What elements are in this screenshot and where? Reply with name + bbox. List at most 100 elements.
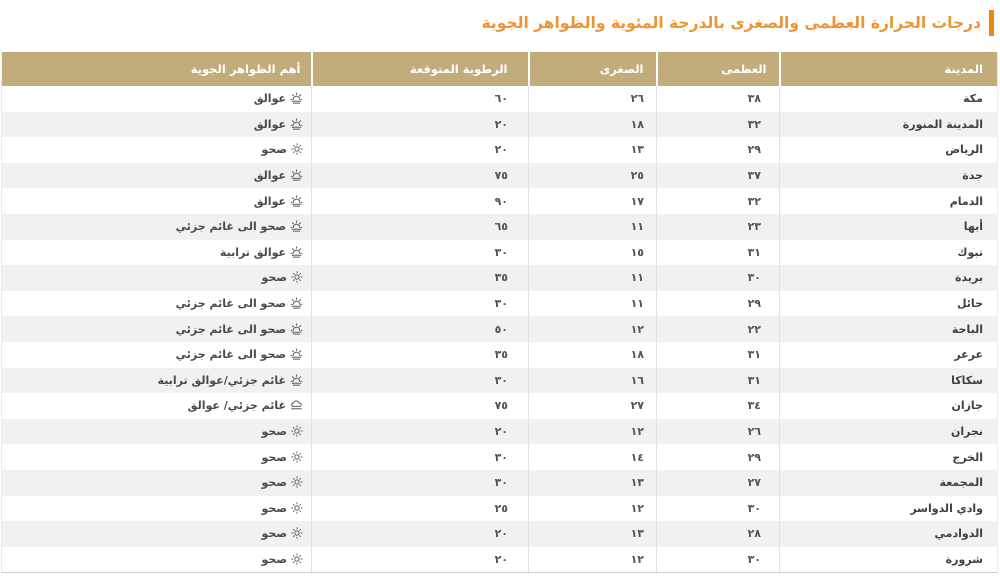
min-temp-cell: ١٢: [528, 495, 657, 522]
city-cell: حائل: [779, 290, 998, 317]
min-temp-cell: ٢٥: [528, 162, 657, 189]
table-row: الرياض ٢٩ ١٣ ٢٠ صحو: [2, 137, 998, 163]
phenomena-label: صحو: [261, 271, 287, 285]
min-temp-cell: ٢٧: [528, 393, 657, 419]
max-temp-cell: ٢٩: [656, 137, 780, 163]
min-temp-cell: ١٦: [528, 367, 657, 394]
phenomena-label: صحو: [261, 425, 287, 439]
phenomena-label: عوالق: [253, 117, 286, 131]
column-header-min: الصغرى: [527, 52, 657, 86]
max-temp-cell: ٣٢: [656, 188, 780, 214]
haze-dust-icon: [290, 297, 303, 309]
max-temp-cell: ٣١: [656, 341, 780, 368]
phenomena-label: صحو الى غائم جزئي: [175, 297, 286, 311]
min-temp-cell: ١٨: [528, 341, 657, 368]
max-temp-cell: ٢٧: [656, 469, 780, 496]
table-row: الدوادمي ٢٨ ١٣ ٢٠ صحو: [1, 521, 998, 547]
city-cell: سكاكا: [779, 367, 998, 394]
haze-dust-icon: [290, 118, 303, 130]
phenomena-cell: غائم جزئي/ عوالق: [2, 393, 312, 419]
phenomena-label: صحو: [261, 501, 287, 515]
phenomena-cell: صحو: [1, 418, 312, 445]
city-cell: وادي الدواسر: [779, 495, 998, 522]
min-temp-cell: ١٣: [528, 137, 657, 163]
haze-dust-icon: [290, 169, 303, 181]
phenomena-label: غائم جزئي/ عوالق: [187, 399, 286, 413]
sun-icon: [291, 271, 303, 284]
phenomena-cell: عوالق: [1, 111, 312, 138]
table-row: حائل ٢٩ ١١ ٣٠ صحو الى غائم جزئي: [2, 290, 998, 317]
column-header-humidity: الرطوبة المتوقعة: [310, 52, 529, 86]
table-row: جازان ٣٤ ٢٧ ٧٥ غائم جزئي/ عوالق: [2, 393, 998, 419]
humidity-cell: ٢٥: [311, 495, 529, 522]
humidity-cell: ٣٠: [311, 469, 529, 496]
phenomena-label: عوالق: [253, 194, 286, 208]
table-row: الباحة ٢٢ ١٢ ٥٠ صحو الى غائم جزئي: [1, 316, 998, 342]
humidity-cell: ٣٥: [311, 341, 529, 368]
min-temp-cell: ١١: [528, 290, 657, 317]
min-temp-cell: ٢٦: [528, 86, 657, 112]
phenomena-cell: غائم جزئي/عوالق ترابية: [1, 367, 312, 394]
humidity-cell: ٢٠: [311, 111, 529, 138]
min-temp-cell: ١٢: [528, 418, 657, 445]
phenomena-cell: عوالق: [2, 188, 312, 214]
phenomena-cell: عوالق: [1, 162, 312, 189]
sun-icon: [291, 527, 303, 540]
phenomena-cell: صحو: [1, 521, 312, 547]
column-header-city: المدينة: [778, 52, 998, 86]
min-temp-cell: ١٥: [528, 239, 657, 266]
max-temp-cell: ٢٣: [656, 213, 780, 240]
max-temp-cell: ٣٠: [656, 265, 780, 291]
humidity-cell: ٢٠: [311, 137, 529, 163]
sun-icon: [291, 425, 303, 437]
humidity-cell: ٥٠: [311, 316, 529, 342]
sun-icon: [291, 502, 303, 514]
city-cell: أبها: [779, 213, 998, 240]
max-temp-cell: ٣٨: [656, 86, 780, 112]
phenomena-cell: صحو: [2, 496, 312, 522]
max-temp-cell: ٢٩: [656, 290, 780, 317]
phenomena-label: عوالق: [253, 92, 286, 106]
min-temp-cell: ١٢: [528, 316, 657, 342]
min-temp-cell: ١٤: [528, 444, 657, 470]
humidity-cell: ٣٠: [311, 367, 529, 394]
haze-dust-icon: [290, 348, 303, 360]
phenomena-label: عوالق ترابية: [219, 245, 286, 259]
min-temp-cell: ١٢: [528, 546, 657, 573]
sun-icon: [291, 450, 303, 463]
max-temp-cell: ٢٨: [656, 521, 780, 547]
min-temp-cell: ١١: [528, 213, 657, 240]
sun-icon: [291, 143, 303, 156]
phenomena-label: صحو: [261, 450, 287, 464]
city-cell: الخرج: [779, 444, 998, 470]
page-title-row: درجات الحرارة العظمى والصغرى بالدرجة الم…: [0, 10, 994, 36]
haze-dust-icon: [290, 246, 303, 258]
sun-icon: [291, 552, 303, 565]
humidity-cell: ٧٥: [311, 393, 529, 419]
humidity-cell: ٢٠: [311, 546, 529, 573]
city-cell: الدوادمي: [779, 521, 998, 547]
city-cell: مكة: [779, 86, 998, 112]
table-header: المدينة العظمى الصغرى الرطوبة المتوقعة أ…: [1, 52, 998, 86]
city-cell: المجمعة: [779, 469, 998, 496]
phenomena-cell: صحو الى غائم جزئي: [2, 342, 312, 368]
table-row: جدة ٣٧ ٢٥ ٧٥ عوالق: [1, 162, 998, 189]
table-body: مكة ٣٨ ٢٦ ٦٠ عوالق المدينة المنورة ٣٢ ١٨ ٢٠ عوالق…: [1, 86, 998, 573]
city-cell: الباحة: [779, 316, 998, 342]
haze-dust-icon: [290, 220, 303, 232]
weather-table: المدينة العظمى الصغرى الرطوبة المتوقعة أ…: [1, 52, 998, 573]
title-accent-bar-icon: [989, 10, 994, 36]
humidity-cell: ٧٥: [311, 162, 529, 189]
min-temp-cell: ١١: [528, 265, 657, 291]
humidity-cell: ٦٠: [311, 86, 529, 112]
phenomena-label: صحو الى غائم جزئي: [175, 348, 286, 362]
city-cell: المدينة المنورة: [779, 111, 998, 138]
max-temp-cell: ٢٩: [656, 444, 780, 470]
table-row: عرعر ٣١ ١٨ ٣٥ صحو الى غائم جزئي: [2, 341, 998, 368]
max-temp-cell: ٣١: [656, 367, 780, 394]
table-row: بريدة ٣٠ ١١ ٣٥ صحو: [1, 265, 998, 291]
phenomena-cell: عوالق ترابية: [2, 240, 312, 266]
city-cell: نجران: [779, 418, 998, 445]
page-title: درجات الحرارة العظمى والصغرى بالدرجة الم…: [481, 14, 981, 32]
column-header-max: العظمى: [655, 52, 780, 86]
